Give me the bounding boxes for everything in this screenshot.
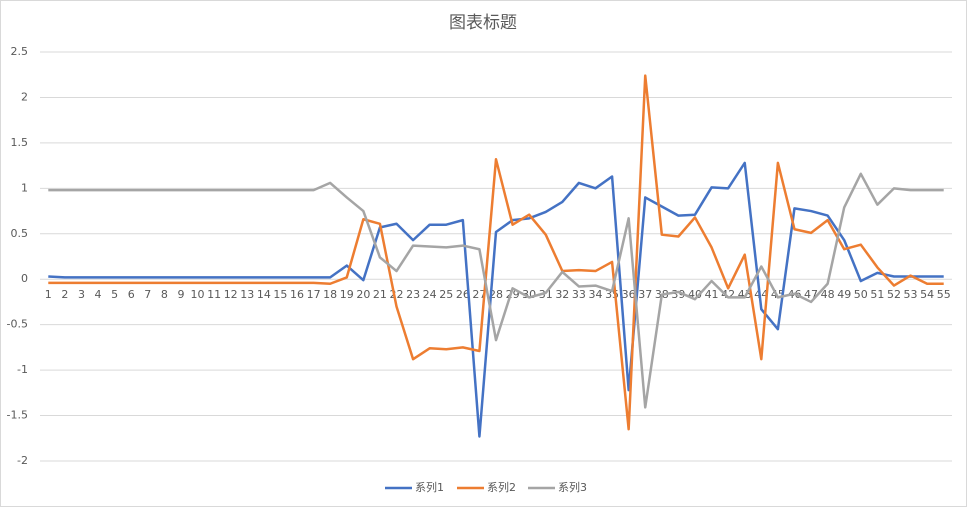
x-tick-label: 53	[904, 288, 918, 301]
series-line	[48, 161, 944, 438]
x-tick-label: 21	[373, 288, 387, 301]
x-tick-label: 11	[207, 288, 221, 301]
x-tick-label: 15	[273, 288, 287, 301]
x-tick-label: 42	[721, 288, 735, 301]
x-tick-label: 33	[572, 288, 586, 301]
x-tick-label: 18	[323, 288, 337, 301]
x-tick-label: 19	[340, 288, 354, 301]
x-tick-label: 24	[423, 288, 437, 301]
x-tick-label: 28	[489, 288, 503, 301]
x-tick-label: 3	[78, 288, 85, 301]
x-tick-label: 55	[937, 288, 951, 301]
y-tick-label: 1.5	[11, 136, 29, 149]
x-tick-label: 22	[390, 288, 404, 301]
x-tick-label: 14	[257, 288, 271, 301]
y-tick-label: 2	[21, 90, 28, 103]
legend-label: 系列2	[487, 480, 516, 494]
y-tick-label: -1	[17, 363, 28, 376]
y-tick-label: -0.5	[7, 318, 28, 331]
y-tick-label: -1.5	[7, 409, 28, 422]
x-tick-label: 52	[887, 288, 901, 301]
x-tick-label: 32	[555, 288, 569, 301]
series-line	[48, 74, 944, 431]
y-tick-label: 1	[21, 181, 28, 194]
x-tick-label: 20	[356, 288, 370, 301]
x-tick-label: 6	[128, 288, 135, 301]
x-tick-label: 10	[191, 288, 205, 301]
legend-label: 系列1	[415, 480, 444, 494]
x-tick-label: 23	[406, 288, 420, 301]
x-tick-label: 37	[638, 288, 652, 301]
y-tick-label: 0	[21, 272, 28, 285]
x-tick-label: 25	[439, 288, 453, 301]
y-tick-label: -2	[17, 454, 28, 467]
chart-title: 图表标题	[449, 13, 517, 33]
x-tick-label: 5	[111, 288, 118, 301]
x-tick-label: 30	[522, 288, 536, 301]
x-tick-label: 4	[95, 288, 102, 301]
x-tick-label: 41	[705, 288, 719, 301]
x-tick-label: 34	[588, 288, 602, 301]
x-tick-label: 49	[837, 288, 851, 301]
x-tick-label: 16	[290, 288, 304, 301]
x-tick-label: 1	[45, 288, 52, 301]
x-tick-label: 13	[240, 288, 254, 301]
x-tick-label: 26	[456, 288, 470, 301]
y-tick-label: 0.5	[11, 227, 29, 240]
x-tick-label: 2	[61, 288, 68, 301]
x-tick-label: 44	[754, 288, 768, 301]
x-tick-label: 36	[622, 288, 636, 301]
y-tick-label: 2.5	[11, 45, 29, 58]
series-line	[48, 172, 944, 409]
x-tick-label: 7	[144, 288, 151, 301]
x-tick-label: 31	[539, 288, 553, 301]
x-tick-label: 8	[161, 288, 168, 301]
x-tick-label: 9	[177, 288, 184, 301]
x-tick-label: 17	[307, 288, 321, 301]
legend-label: 系列3	[558, 480, 587, 494]
x-tick-label: 51	[870, 288, 884, 301]
x-tick-label: 48	[821, 288, 835, 301]
x-tick-label: 12	[224, 288, 238, 301]
x-tick-label: 54	[920, 288, 934, 301]
x-tick-label: 50	[854, 288, 868, 301]
